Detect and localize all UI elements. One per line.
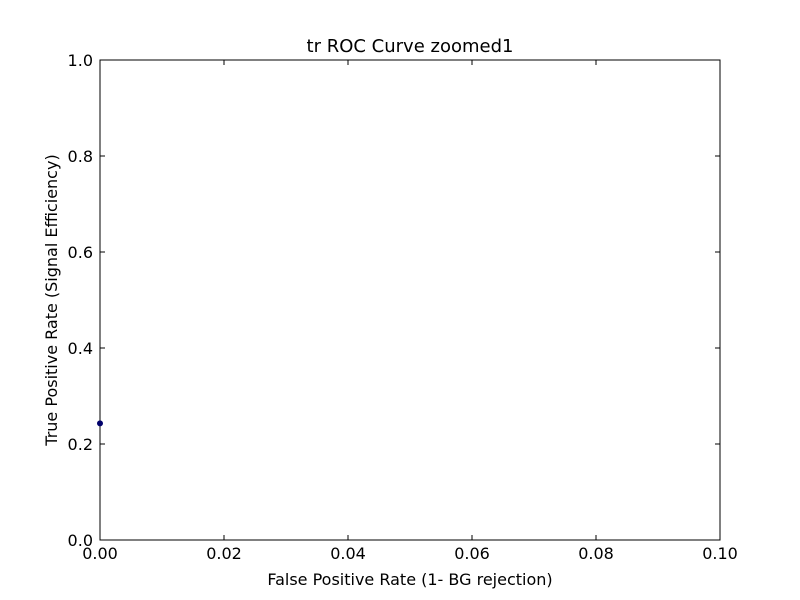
y-tick-label: 1.0 <box>68 51 93 70</box>
y-axis-ticks: 0.0 0.2 0.4 0.6 0.8 1.0 <box>68 51 720 550</box>
x-tick-label: 0.10 <box>702 544 738 563</box>
data-point <box>97 420 103 427</box>
data-points <box>97 420 103 427</box>
y-tick-label: 0.0 <box>68 531 93 550</box>
y-tick-label: 0.4 <box>68 339 93 358</box>
y-axis-label: True Positive Rate (Signal Efficiency) <box>42 154 61 446</box>
x-tick-label: 0.04 <box>330 544 366 563</box>
x-tick-label: 0.02 <box>206 544 242 563</box>
plot-area-frame <box>99 59 721 541</box>
chart-title: tr ROC Curve zoomed1 <box>307 36 514 57</box>
x-tick-label: 0.08 <box>578 544 614 563</box>
x-axis-ticks: 0.00 0.02 0.04 0.06 0.08 0.10 <box>82 60 738 563</box>
y-tick-label: 0.8 <box>68 147 93 166</box>
x-axis-label: False Positive Rate (1- BG rejection) <box>267 570 552 589</box>
y-tick-label: 0.2 <box>68 435 93 454</box>
x-tick-label: 0.06 <box>454 544 490 563</box>
x-tick-label: 0.00 <box>82 544 118 563</box>
y-tick-label: 0.6 <box>68 243 93 262</box>
